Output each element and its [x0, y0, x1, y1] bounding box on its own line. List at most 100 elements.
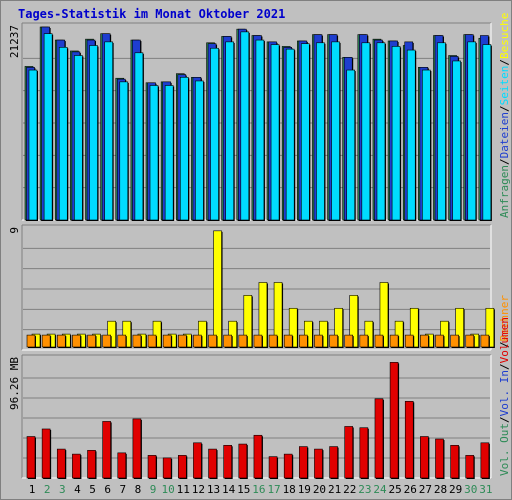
legend-hits-separator: /: [498, 158, 511, 165]
hits-bar-seiten-day-30: [467, 41, 477, 221]
visits-bar-rechner-day-30: [465, 334, 475, 348]
volume-bar-day-27: [420, 436, 429, 479]
x-tick-label-day-9: 9: [150, 483, 157, 496]
x-tick-label-day-10: 10: [162, 483, 175, 496]
legend-volume-separator: /: [498, 363, 511, 370]
legend-volume-vol_in: Vol. In: [498, 370, 511, 416]
x-tick-label-day-15: 15: [237, 483, 250, 496]
visits-bar-rechner-day-18: [283, 334, 293, 348]
x-tick-label-day-21: 21: [328, 483, 341, 496]
legend-visits-rechner: Rechner: [498, 295, 511, 342]
x-tick-label-day-2: 2: [44, 483, 51, 496]
visits-bar-rechner-day-23: [359, 334, 369, 348]
volume-bar-day-5: [87, 450, 96, 479]
hits-y-max-label: 21237: [8, 25, 21, 58]
x-tick-label-day-24: 24: [373, 483, 387, 496]
volume-bar-day-19: [299, 446, 308, 479]
visits-bar-rechner-day-1: [26, 334, 36, 348]
legend-visits-separator: /: [498, 341, 511, 348]
legend-hits-besuche: Besuche: [498, 13, 511, 59]
hits-bar-seiten-day-10: [164, 85, 174, 221]
hits-bar-seiten-day-22: [346, 69, 356, 221]
hits-bar-seiten-day-9: [149, 85, 159, 221]
visits-bar-rechner-day-9: [147, 334, 157, 348]
visits-bar-rechner-day-12: [193, 334, 202, 348]
hits-bar-seiten-day-19: [301, 43, 310, 221]
visits-bar-rechner-day-10: [162, 334, 172, 348]
legend-hits-anfragen: Anfragen: [498, 165, 511, 218]
visits-bar-rechner-day-16: [253, 334, 263, 348]
visits-bar-rechner-day-29: [450, 334, 459, 348]
legend-hits-seiten: Seiten: [498, 66, 511, 106]
visits-bar-rechner-day-8: [132, 334, 142, 348]
visits-bar-rechner-day-5: [87, 334, 96, 348]
visits-bar-rechner-day-13: [208, 334, 217, 348]
hits-bar-seiten-day-13: [210, 47, 219, 221]
hits-bar-seiten-day-5: [89, 45, 98, 221]
visits-bar-rechner-day-14: [223, 334, 232, 348]
visits-bar-rechner-day-3: [56, 334, 66, 348]
visits-bar-rechner-day-25: [389, 334, 399, 348]
hits-bar-seiten-day-15: [240, 31, 250, 221]
visits-bar-rechner-day-27: [420, 334, 429, 348]
visits-y-max-label: 9: [8, 227, 21, 234]
x-tick-label-day-28: 28: [434, 483, 447, 496]
hits-bar-seiten-day-1: [28, 69, 38, 221]
volume-bar-day-4: [72, 453, 81, 479]
volume-bar-day-11: [177, 455, 187, 479]
x-tick-label-day-26: 26: [404, 483, 417, 496]
x-tick-label-day-3: 3: [59, 483, 66, 496]
legend-volume-separator: /: [498, 416, 511, 423]
x-tick-label-day-12: 12: [192, 483, 205, 496]
x-tick-label-day-7: 7: [119, 483, 126, 496]
x-tick-label-day-19: 19: [298, 483, 311, 496]
x-tick-label-day-17: 17: [267, 483, 280, 496]
hits-bar-seiten-day-23: [361, 42, 371, 221]
volume-bar-day-20: [314, 448, 323, 479]
x-tick-label-day-4: 4: [74, 483, 81, 496]
x-tick-label-day-6: 6: [104, 483, 111, 496]
visits-bar-rechner-day-31: [480, 334, 490, 348]
x-tick-label-day-25: 25: [388, 483, 401, 496]
volume-bar-day-23: [359, 427, 369, 479]
volume-bar-day-24: [374, 398, 384, 479]
hits-bar-seiten-day-17: [270, 44, 280, 221]
hits-bar-seiten-day-16: [255, 39, 265, 221]
volume-bar-day-1: [26, 436, 36, 479]
visits-bar-rechner-day-22: [344, 334, 354, 348]
volume-bar-day-29: [450, 445, 459, 479]
volume-bar-day-8: [132, 418, 142, 479]
legend-hits: Anfragen/Dateien/Seiten/Besuche: [498, 13, 511, 218]
x-tick-label-day-29: 29: [449, 483, 462, 496]
hits-bar-seiten-day-2: [43, 33, 53, 221]
visits-bar-rechner-day-2: [41, 334, 51, 348]
hits-bar-seiten-day-29: [452, 60, 461, 221]
hits-bar-seiten-day-28: [437, 42, 446, 221]
legend-hits-dateien: Dateien: [498, 112, 511, 158]
hits-bar-seiten-day-7: [119, 81, 129, 221]
x-tick-label-day-13: 13: [207, 483, 220, 496]
visits-bar-rechner-day-11: [177, 334, 187, 348]
volume-bar-day-10: [162, 457, 172, 479]
volume-bar-day-9: [147, 455, 157, 479]
volume-bar-day-31: [480, 442, 490, 479]
visits-bar-rechner-day-17: [268, 334, 278, 348]
volume-bar-day-3: [56, 448, 66, 479]
visits-bar-besuche-day-13: [213, 230, 222, 348]
visits-bar-rechner-day-19: [299, 334, 308, 348]
x-tick-label-day-22: 22: [343, 483, 356, 496]
visits-bar-rechner-day-6: [102, 334, 111, 348]
visits-chart-plot-area: [22, 225, 491, 350]
legend-volume-volumen: Volumen: [498, 317, 511, 363]
hits-bar-seiten-day-24: [376, 42, 386, 221]
volume-bar-day-22: [344, 426, 354, 479]
x-tick-label-day-8: 8: [135, 483, 142, 496]
volume-bar-day-7: [117, 452, 127, 479]
hits-bar-seiten-day-11: [179, 77, 189, 221]
volume-bar-day-17: [268, 456, 278, 479]
volume-bar-day-26: [404, 401, 414, 479]
legend-hits-separator: /: [498, 105, 511, 112]
volume-bar-day-18: [283, 453, 293, 479]
hits-bar-seiten-day-21: [331, 41, 340, 221]
